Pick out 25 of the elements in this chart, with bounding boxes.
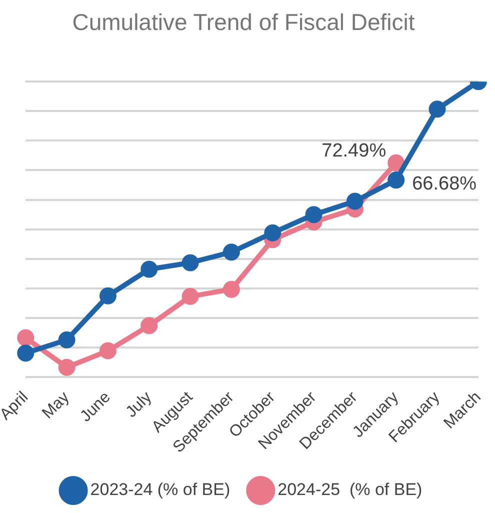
point — [58, 331, 76, 348]
point — [140, 260, 158, 278]
point — [346, 192, 364, 210]
point — [388, 154, 405, 172]
data-label: 66.68% — [412, 173, 477, 194]
point — [58, 358, 76, 376]
legend-label: 2023-24 (% of BE) — [90, 480, 230, 500]
point — [388, 172, 405, 189]
point — [17, 344, 34, 362]
point — [17, 329, 34, 346]
point — [264, 224, 282, 242]
point — [222, 280, 240, 298]
legend-label: 2024-25 (% of BE) — [278, 480, 422, 500]
point — [182, 288, 199, 305]
point — [305, 206, 322, 224]
point — [99, 287, 116, 304]
x-tick-label: July — [122, 388, 156, 421]
point — [222, 244, 240, 261]
point — [182, 254, 199, 272]
point — [428, 100, 446, 118]
x-tick-label: May — [39, 388, 73, 422]
point — [140, 317, 158, 334]
point — [99, 342, 116, 360]
data-label: 72.49% — [322, 140, 386, 162]
chart-title: Cumulative Trend of Fiscal Deficit — [72, 9, 416, 36]
